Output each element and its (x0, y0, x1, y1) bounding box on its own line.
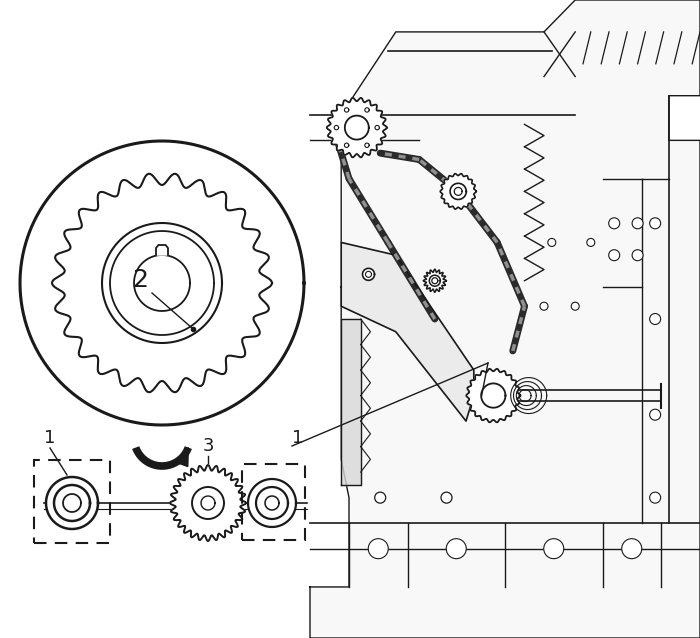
Circle shape (368, 538, 388, 559)
Polygon shape (341, 319, 360, 485)
Circle shape (374, 492, 386, 503)
Circle shape (447, 538, 466, 559)
Polygon shape (365, 143, 369, 147)
Polygon shape (365, 108, 369, 112)
Circle shape (441, 492, 452, 503)
Polygon shape (481, 383, 505, 408)
Polygon shape (248, 479, 296, 527)
Polygon shape (432, 278, 438, 284)
Polygon shape (450, 183, 466, 200)
Polygon shape (310, 0, 700, 638)
Text: 3: 3 (202, 437, 214, 455)
Circle shape (650, 492, 661, 503)
Circle shape (540, 302, 548, 310)
Circle shape (632, 218, 643, 229)
Polygon shape (440, 174, 476, 209)
Polygon shape (176, 448, 188, 466)
Circle shape (587, 239, 595, 246)
Polygon shape (170, 465, 246, 541)
Polygon shape (134, 255, 190, 311)
Circle shape (544, 538, 564, 559)
Circle shape (632, 249, 643, 261)
Bar (242, 464, 305, 540)
Polygon shape (192, 487, 224, 519)
Polygon shape (375, 126, 379, 130)
Circle shape (650, 409, 661, 420)
Text: 2: 2 (132, 268, 148, 292)
Polygon shape (466, 369, 520, 422)
Circle shape (650, 313, 661, 325)
Polygon shape (327, 98, 387, 158)
Polygon shape (52, 174, 272, 392)
Polygon shape (256, 487, 288, 519)
Polygon shape (102, 223, 222, 343)
Polygon shape (341, 242, 474, 421)
Polygon shape (344, 143, 349, 147)
Polygon shape (156, 245, 168, 255)
Circle shape (622, 538, 642, 559)
Text: 1: 1 (293, 429, 304, 447)
Polygon shape (424, 269, 447, 292)
Polygon shape (429, 275, 440, 286)
Polygon shape (46, 477, 98, 529)
Circle shape (650, 218, 661, 229)
Polygon shape (334, 126, 339, 130)
Polygon shape (201, 496, 215, 510)
Polygon shape (344, 108, 349, 112)
Circle shape (609, 249, 620, 261)
Polygon shape (365, 271, 372, 278)
Polygon shape (345, 115, 369, 140)
Bar (34, 460, 110, 543)
Polygon shape (54, 485, 90, 521)
Text: 1: 1 (44, 429, 56, 447)
Polygon shape (363, 269, 375, 280)
Polygon shape (110, 231, 214, 335)
Circle shape (609, 218, 620, 229)
Circle shape (548, 239, 556, 246)
Polygon shape (454, 188, 462, 195)
Circle shape (571, 302, 579, 310)
Polygon shape (20, 141, 304, 425)
